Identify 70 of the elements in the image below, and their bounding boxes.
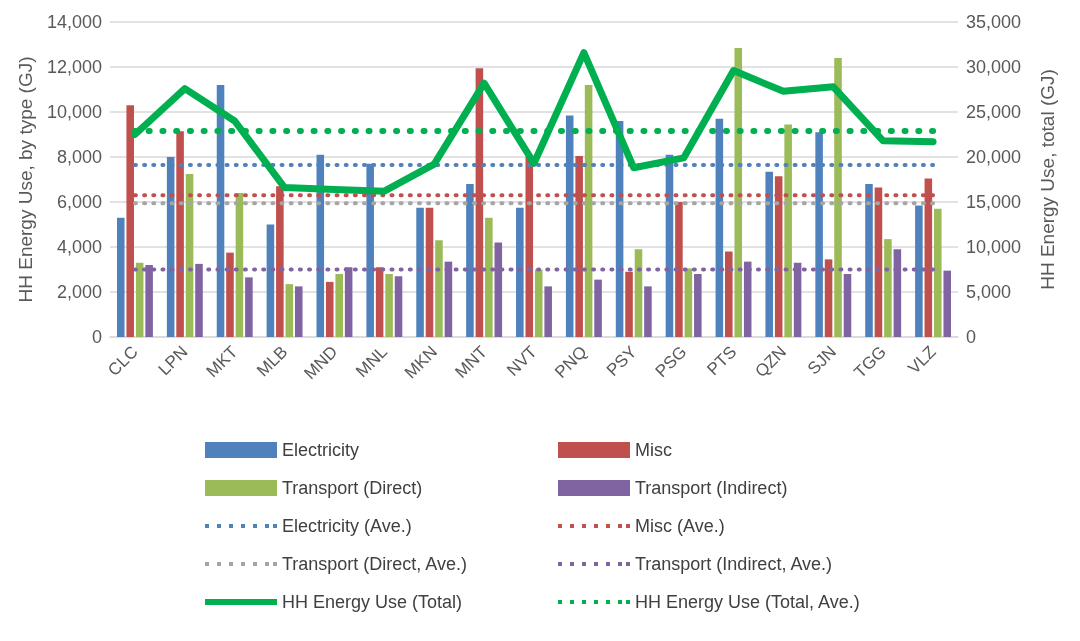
- bar: [285, 284, 294, 337]
- bar: [394, 276, 403, 337]
- x-tick-label: VLZ: [904, 342, 940, 378]
- bar: [675, 202, 683, 337]
- y-tick-label: 10,000: [46, 102, 102, 122]
- y2-tick-label: 30,000: [966, 57, 1022, 77]
- y-tick-label: 6,000: [56, 192, 102, 212]
- bar: [466, 184, 474, 337]
- legend-label: Electricity: [282, 440, 360, 460]
- bar: [294, 286, 303, 337]
- y-tick-label: 2,000: [56, 282, 102, 302]
- bar: [116, 217, 125, 337]
- bar: [335, 274, 343, 337]
- y2-axis-title: HH Energy Use, total (GJ): [1037, 69, 1058, 290]
- bar: [644, 286, 652, 337]
- bar: [594, 279, 602, 337]
- bar: [385, 274, 393, 337]
- bar: [235, 193, 244, 337]
- bar: [843, 274, 852, 337]
- bar: [416, 207, 424, 337]
- bar: [884, 239, 892, 337]
- bar: [943, 270, 952, 337]
- legend-label: HH Energy Use (Total, Ave.): [635, 592, 860, 612]
- bar: [425, 207, 434, 337]
- y2-tick-label: 15,000: [966, 192, 1022, 212]
- y2-tick-label: 35,000: [966, 12, 1022, 32]
- y2-tick-label: 5,000: [966, 282, 1012, 302]
- bar: [765, 171, 774, 337]
- bar: [784, 124, 792, 337]
- legend-label: Misc: [635, 440, 672, 460]
- bar: [485, 217, 493, 337]
- bar: [734, 47, 743, 337]
- y-tick-label: 8,000: [56, 147, 102, 167]
- bar: [684, 268, 693, 337]
- bar: [245, 277, 253, 337]
- y-axis-title: HH Energy Use, by type (GJ): [15, 56, 36, 303]
- x-tick-label: MNL: [352, 342, 392, 382]
- y2-tick-label: 10,000: [966, 237, 1022, 257]
- legend-label: Transport (Direct): [282, 478, 423, 498]
- legend-label: Electricity (Ave.): [282, 516, 412, 536]
- bar: [375, 267, 384, 337]
- bar: [226, 252, 234, 337]
- bar: [325, 281, 334, 337]
- bar: [135, 262, 144, 337]
- y2-tick-label: 0: [966, 327, 977, 347]
- bar: [865, 184, 873, 337]
- legend-label: Misc (Ave.): [635, 516, 725, 536]
- y2-tick-label: 20,000: [966, 147, 1022, 167]
- legend-label: Transport (Indirect, Ave.): [635, 554, 833, 574]
- bar: [634, 249, 643, 337]
- bar: [915, 205, 923, 337]
- bar: [824, 259, 833, 337]
- bar: [834, 58, 842, 337]
- y-tick-label: 12,000: [46, 57, 102, 77]
- bar: [266, 224, 275, 337]
- legend-label: HH Energy Use (Total): [282, 592, 463, 612]
- bar: [725, 251, 733, 337]
- y-tick-label: 4,000: [56, 237, 102, 257]
- y-tick-label: 0: [91, 327, 102, 347]
- bar: [534, 269, 543, 337]
- bar: [625, 271, 633, 337]
- y-tick-label: 14,000: [46, 12, 102, 32]
- bar: [694, 274, 702, 337]
- bar: [435, 240, 443, 337]
- y2-tick-label: 25,000: [966, 102, 1022, 122]
- bar: [516, 207, 524, 337]
- bar: [544, 286, 552, 337]
- bar: [934, 208, 942, 337]
- legend-label: Transport (Direct, Ave.): [282, 554, 468, 574]
- legend-label: Transport (Indirect): [635, 478, 788, 498]
